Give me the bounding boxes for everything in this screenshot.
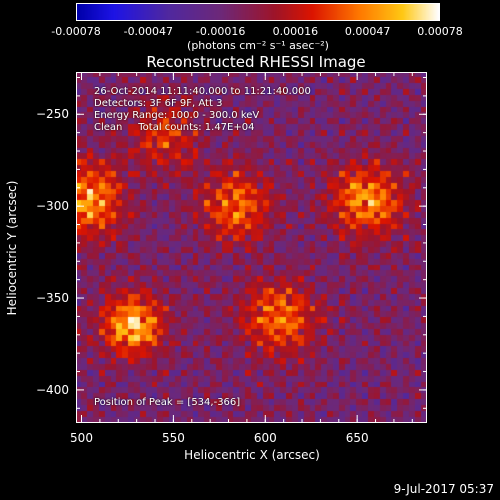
annotation-energy-range: Energy Range: 100.0 - 300.0 keV bbox=[94, 110, 260, 121]
x-axis-label: Heliocentric X (arcsec) bbox=[184, 448, 320, 462]
y-axis-label: Heliocentric Y (arcsec) bbox=[5, 180, 19, 316]
x-tick-label: 550 bbox=[161, 431, 185, 445]
x-tick-label: 600 bbox=[253, 431, 277, 445]
colorbar-tick-label: -0.00016 bbox=[195, 25, 246, 38]
chart-title: Reconstructed RHESSI Image bbox=[146, 53, 366, 71]
y-tick-label: −400 bbox=[36, 382, 69, 397]
annotation-clean-counts: Clean Total counts: 1.47E+04 bbox=[94, 122, 255, 133]
colorbar-unit: (photons cm⁻² s⁻¹ asec⁻²) bbox=[187, 39, 329, 52]
annotation-time-range: 26-Oct-2014 11:11:40.000 to 11:21:40.000 bbox=[94, 86, 311, 97]
annotation-detectors: Detectors: 3F 6F 9F, Att 3 bbox=[94, 98, 223, 109]
footer-date: 9-Jul-2017 05:37 bbox=[393, 482, 494, 496]
x-tick-label: 650 bbox=[345, 431, 369, 445]
heatmap-image bbox=[76, 72, 427, 423]
x-tick-label: 500 bbox=[70, 431, 93, 445]
y-tick-label: −300 bbox=[36, 199, 69, 214]
peak-position-label: Position of Peak = [534,-366] bbox=[94, 397, 241, 408]
colorbar-tick-label: 0.00047 bbox=[344, 25, 391, 38]
colorbar-tick-label: -0.00047 bbox=[123, 25, 174, 38]
colorbar-tick-label: -0.00078 bbox=[51, 25, 101, 38]
colorbar bbox=[76, 3, 440, 21]
colorbar-tick-label: 0.00078 bbox=[417, 25, 463, 38]
colorbar-tick-label: 0.00016 bbox=[272, 25, 319, 38]
y-tick-label: −350 bbox=[36, 291, 69, 306]
y-tick-label: −250 bbox=[36, 107, 69, 122]
